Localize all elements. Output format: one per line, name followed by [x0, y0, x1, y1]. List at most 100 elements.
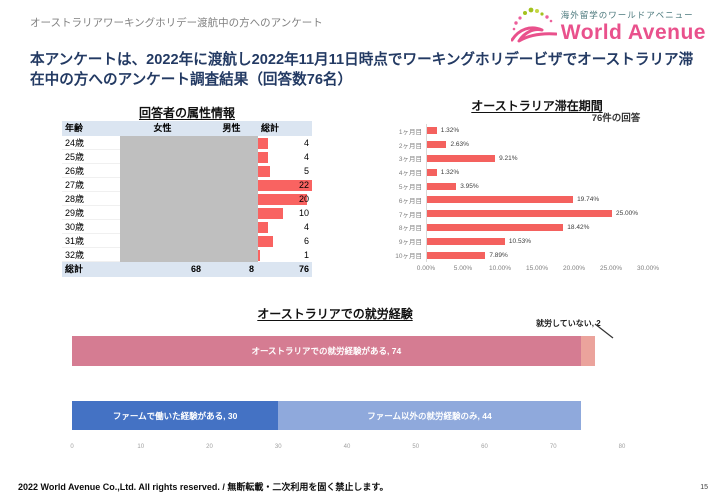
logo: 海外留学のワールドアベニュー World Avenue — [510, 6, 706, 46]
table-row: 27歳 22 — [62, 178, 312, 192]
data-bar — [258, 165, 271, 177]
stay-chart-title: オーストラリア滞在期間 — [471, 99, 603, 113]
total-value: 4 — [303, 152, 309, 162]
data-bar — [258, 221, 268, 233]
logo-tagline: 海外留学のワールドアベニュー — [560, 10, 694, 21]
segment-label: オーストラリアでの就労経験がある, 74 — [251, 346, 402, 356]
category-label: 8ヶ月目 — [398, 225, 422, 233]
world-avenue-logo-icon — [510, 7, 557, 43]
age-cell: 32歳 — [62, 248, 120, 262]
value-label: 3.95% — [460, 182, 479, 190]
attribute-table: 年齢 女性 男性 総計 24歳 4 25歳 4 26歳 5 27歳 22 28歳 20 29歳 10 3… — [62, 121, 312, 277]
age-cell: 27歳 — [62, 178, 120, 192]
value-label: 1.32% — [440, 127, 460, 135]
bar — [427, 223, 564, 231]
category-label: 5ヶ月目 — [398, 184, 422, 192]
value-label: 19.74% — [577, 196, 600, 204]
bar — [427, 237, 505, 245]
bar-area: 1.32% — [426, 165, 649, 180]
callout-leader-line-icon — [594, 323, 614, 339]
x-tick-label: 60 — [481, 444, 488, 450]
data-bar — [258, 151, 268, 163]
column-header-age: 年齢 — [65, 123, 84, 133]
stacked-segment: オーストラリアでの就労経験がある, 74 — [72, 336, 581, 366]
value-label: 9.21% — [499, 154, 518, 162]
age-cell: 26歳 — [62, 164, 120, 178]
category-label: 1ヶ月目 — [398, 128, 422, 136]
stay-chart-row: 1ヶ月目 1.32% — [380, 124, 680, 138]
total-cell: 4 — [258, 136, 312, 150]
bar — [427, 154, 496, 162]
table-row: 28歳 20 — [62, 192, 312, 206]
bar-area: 1.32% — [426, 124, 649, 138]
total-cell: 22 — [258, 178, 312, 192]
bar-area: 18.42% — [426, 220, 649, 235]
x-tick-label: 15.00% — [525, 265, 549, 272]
x-tick-label: 0.00% — [416, 265, 436, 272]
bar — [427, 210, 612, 218]
page-number: 15 — [700, 484, 708, 491]
age-cell: 24歳 — [62, 136, 120, 150]
category-label: 9ヶ月目 — [398, 239, 422, 247]
x-tick-label: 50 — [412, 444, 420, 450]
stay-chart-row: 5ヶ月目 3.95% — [380, 179, 680, 193]
stay-chart-row: 4ヶ月目 1.32% — [380, 165, 680, 180]
segment-label: ファーム以外の就労経験のみ, 44 — [367, 410, 492, 421]
masked-cell — [120, 220, 258, 234]
total-row-male-value: 8 — [248, 264, 254, 274]
x-tick-label: 10 — [137, 444, 145, 450]
masked-cell — [120, 206, 258, 220]
x-tick-label: 70 — [549, 444, 557, 450]
table-row: 29歳 10 — [62, 206, 312, 220]
category-label: 6ヶ月目 — [398, 197, 422, 205]
total-row-total-value: 76 — [298, 264, 309, 274]
x-tick-label: 20 — [206, 444, 213, 450]
stay-chart-row: 7ヶ月目 25.00% — [380, 206, 680, 221]
masked-cell — [120, 136, 258, 150]
value-label: 1.32% — [440, 168, 460, 176]
masked-cell — [120, 150, 258, 164]
x-tick-label: 30 — [274, 444, 282, 450]
stay-chart: 1ヶ月目 1.32% 2ヶ月目 2.63% 3ヶ月目 9.21% 4ヶ月目 1.32% 5ヶ月目… — [380, 124, 680, 262]
column-header-total: 総計 — [261, 123, 280, 133]
total-cell: 20 — [258, 192, 312, 206]
data-bar — [258, 207, 283, 219]
masked-cell — [120, 234, 258, 248]
data-bar — [258, 249, 261, 261]
table-row: 31歳 6 — [62, 234, 312, 248]
x-tick-label: 80 — [618, 444, 626, 450]
attribute-table-total-row: 総計 68 8 76 — [62, 262, 312, 277]
stay-chart-row: 3ヶ月目 9.21% — [380, 151, 680, 166]
category-label: 3ヶ月目 — [398, 156, 422, 164]
logo-brand: World Avenue — [560, 20, 706, 44]
total-cell: 1 — [258, 248, 312, 262]
copyright-en: 2022 World Avenue Co.,Ltd. All rights re… — [18, 482, 225, 492]
total-value: 22 — [298, 180, 309, 190]
bar-area: 25.00% — [426, 206, 649, 221]
stay-chart-response-count: 76件の回答 — [591, 113, 641, 124]
total-value: 4 — [303, 138, 309, 148]
attribute-table-header: 年齢 女性 男性 総計 — [62, 121, 312, 136]
stacked-segment: ファームで働いた経験がある, 30 — [72, 401, 279, 430]
bar — [427, 196, 574, 204]
bar-area: 10.53% — [426, 234, 649, 249]
masked-cell — [120, 248, 258, 262]
total-cell: 10 — [258, 206, 312, 220]
x-tick-label: 0 — [70, 444, 74, 450]
total-cell: 4 — [258, 220, 312, 234]
copyright-ja: 無断転載・二次利用を固く禁止します。 — [224, 482, 389, 492]
data-bar — [258, 193, 308, 205]
total-cell: 5 — [258, 164, 312, 178]
footer-copyright: 2022 World Avenue Co.,Ltd. All rights re… — [18, 480, 389, 493]
total-value: 6 — [303, 236, 309, 246]
table-row: 25歳 4 — [62, 150, 312, 164]
x-tick-label: 20.00% — [562, 265, 586, 272]
work-chart-title: オーストラリアでの就労経験 — [257, 307, 413, 321]
category-label: 4ヶ月目 — [398, 170, 422, 178]
stay-chart-row: 6ヶ月目 19.74% — [380, 192, 680, 207]
stacked-segment: ファーム以外の就労経験のみ, 44 — [278, 401, 581, 430]
work-chart-bar-farm: ファームで働いた経験がある, 30 ファーム以外の就労経験のみ, 44 — [72, 401, 581, 430]
x-tick-label: 25.00% — [599, 265, 623, 272]
bar-area: 3.95% — [426, 179, 649, 193]
